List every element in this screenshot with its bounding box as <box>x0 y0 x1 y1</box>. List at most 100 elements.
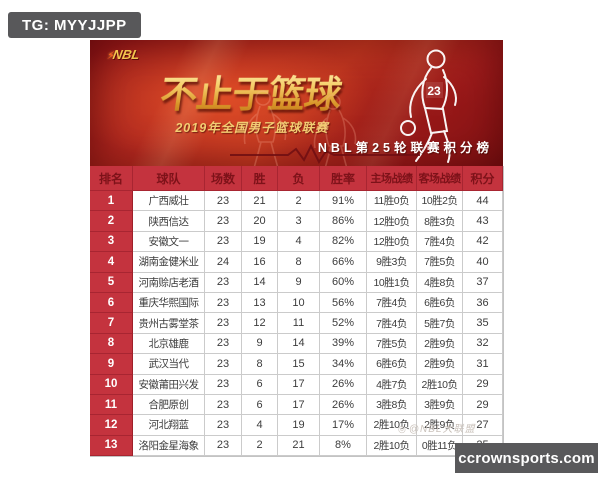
win_rate-cell: 39% <box>320 333 367 355</box>
win_rate-cell: 17% <box>320 415 367 436</box>
table-row: 10 安徽莆田兴发 23 6 17 26% 4胜7负 2胜10负 29 <box>90 374 503 395</box>
team-cell: 洛阳金星海象 <box>133 435 205 457</box>
team-cell: 贵州古雾堂茶 <box>133 313 205 334</box>
points-cell: 27 <box>463 415 503 436</box>
team-cell: 安徽莆田兴发 <box>133 374 205 395</box>
team-cell: 合肥原创 <box>133 394 205 416</box>
rank-cell: 4 <box>90 252 133 273</box>
away_record-cell: 5胜7负 <box>417 313 463 334</box>
home_record-cell: 4胜7负 <box>367 374 417 395</box>
win_rate-cell: 91% <box>320 191 367 212</box>
away_record-cell: 2胜9负 <box>417 354 463 375</box>
home_record-cell: 11胜0负 <box>367 191 417 212</box>
team-cell: 湖南金健米业 <box>133 252 205 273</box>
wins-cell: 20 <box>242 211 278 232</box>
wins-cell: 12 <box>242 313 278 334</box>
points-cell: 35 <box>463 313 503 334</box>
win_rate-cell: 56% <box>320 292 367 314</box>
away_record-cell: 0胜11负 <box>417 435 463 457</box>
rank-cell: 7 <box>90 313 133 334</box>
table-row: 12 河北翔蓝 23 4 19 17% 2胜10负 2胜9负 27 <box>90 415 503 436</box>
away_record-cell: 7胜4负 <box>417 231 463 253</box>
losses-cell: 3 <box>278 211 320 232</box>
points-cell: 40 <box>463 252 503 273</box>
column-header: 球队 <box>133 166 205 191</box>
points-cell: 44 <box>463 191 503 212</box>
wins-cell: 19 <box>242 231 278 253</box>
losses-cell: 2 <box>278 191 320 212</box>
wins-cell: 14 <box>242 272 278 293</box>
points-cell: 37 <box>463 272 503 293</box>
team-cell: 陕西信达 <box>133 211 205 232</box>
win_rate-cell: 8% <box>320 435 367 457</box>
standings-table: 排名 球队 场数胜负胜率 主场战绩 客场战绩 积分 1 广西威壮 23 21 2 91% 11胜0负 1… <box>90 166 504 458</box>
rank-cell: 12 <box>90 415 133 436</box>
home_record-cell: 7胜4负 <box>367 292 417 314</box>
losses-cell: 21 <box>278 435 320 457</box>
losses-cell: 10 <box>278 292 320 314</box>
home_record-cell: 6胜6负 <box>367 354 417 375</box>
away_record-cell: 6胜6负 <box>417 292 463 314</box>
nbl-logo-text: NBL <box>111 47 141 62</box>
wins-cell: 16 <box>242 252 278 273</box>
table-row: 2 陕西信达 23 20 3 86% 12胜0负 8胜3负 43 <box>90 211 503 232</box>
table-row: 1 广西威壮 23 21 2 91% 11胜0负 10胜2负 44 <box>90 191 503 212</box>
games-cell: 23 <box>205 191 242 212</box>
column-header: 排名 <box>90 166 133 191</box>
points-cell: 42 <box>463 231 503 253</box>
home_record-cell: 2胜10负 <box>367 415 417 436</box>
jersey-number-23: 23 <box>427 84 441 98</box>
rank-cell: 9 <box>90 354 133 375</box>
column-header: 主场战绩 <box>367 166 417 191</box>
away_record-cell: 2胜10负 <box>417 374 463 395</box>
win_rate-cell: 26% <box>320 394 367 416</box>
away_record-cell: 3胜9负 <box>417 394 463 416</box>
losses-cell: 17 <box>278 374 320 395</box>
banner-light-streak <box>90 40 320 166</box>
wins-cell: 6 <box>242 394 278 416</box>
away_record-cell: 4胜8负 <box>417 272 463 293</box>
team-cell: 河南赊店老酒 <box>133 272 205 293</box>
win_rate-cell: 52% <box>320 313 367 334</box>
rank-cell: 11 <box>90 394 133 416</box>
rank-cell: 2 <box>90 211 133 232</box>
home_record-cell: 2胜10负 <box>367 435 417 457</box>
wins-cell: 8 <box>242 354 278 375</box>
rank-cell: 13 <box>90 435 133 457</box>
table-row: 6 重庆华熙国际 23 13 10 56% 7胜4负 6胜6负 36 <box>90 292 503 314</box>
win_rate-cell: 66% <box>320 252 367 273</box>
win_rate-cell: 26% <box>320 374 367 395</box>
games-cell: 23 <box>205 292 242 314</box>
wins-cell: 9 <box>242 333 278 355</box>
away_record-cell: 2胜9负 <box>417 333 463 355</box>
games-cell: 23 <box>205 435 242 457</box>
games-cell: 24 <box>205 252 242 273</box>
points-cell: 32 <box>463 333 503 355</box>
rank-cell: 8 <box>90 333 133 355</box>
column-header: 场数 <box>205 166 242 191</box>
column-header: 胜率 <box>320 166 367 191</box>
team-cell: 重庆华熙国际 <box>133 292 205 314</box>
camera-icon: ◎ <box>398 424 407 434</box>
games-cell: 23 <box>205 333 242 355</box>
team-cell: 河北翔蓝 <box>133 415 205 436</box>
column-header: 胜 <box>242 166 278 191</box>
rank-cell: 10 <box>90 374 133 395</box>
home_record-cell: 9胜3负 <box>367 252 417 273</box>
rank-cell: 1 <box>90 191 133 212</box>
games-cell: 23 <box>205 211 242 232</box>
win_rate-cell: 86% <box>320 211 367 232</box>
team-cell: 广西威壮 <box>133 191 205 212</box>
rank-cell: 3 <box>90 231 133 253</box>
home_record-cell: 10胜1负 <box>367 272 417 293</box>
site-watermark-badge: ccrownsports.com <box>455 443 598 473</box>
standings-table-body: 1 广西威壮 23 21 2 91% 11胜0负 10胜2负 44 2 陕西信达 23 20 3 86% 12… <box>90 191 503 457</box>
losses-cell: 9 <box>278 272 320 293</box>
home_record-cell: 12胜0负 <box>367 211 417 232</box>
nbl-league-logo: ⚡NBL <box>102 46 144 65</box>
home_record-cell: 7胜5负 <box>367 333 417 355</box>
column-header: 负 <box>278 166 320 191</box>
points-cell: 36 <box>463 292 503 314</box>
wins-cell: 2 <box>242 435 278 457</box>
